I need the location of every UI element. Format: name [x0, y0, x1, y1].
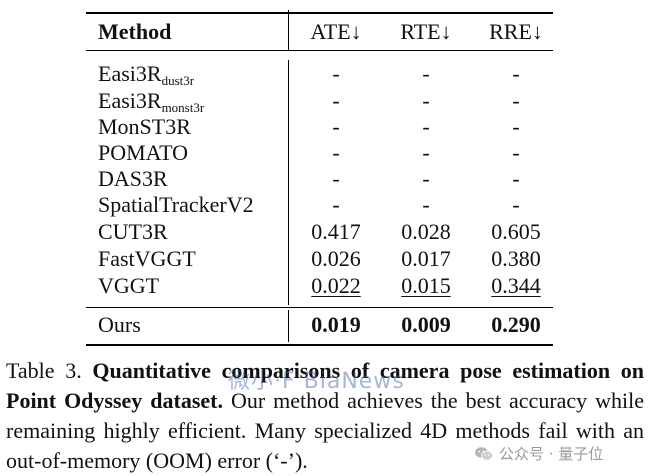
caption-bold-text: Quantitative comparisons of camera pose … — [6, 358, 645, 413]
rte-cell: 0.028 — [401, 219, 451, 244]
method-cell: Easi3Rdust3r — [98, 61, 195, 88]
table-bottom-rule — [86, 344, 553, 346]
rre-cell: - — [512, 61, 520, 86]
table-row: Easi3Rdust3r - - - — [86, 60, 553, 87]
rte-cell: - — [422, 140, 430, 165]
rre-cell: - — [512, 114, 520, 139]
table-caption: Table 3. Quantitative comparisons of cam… — [6, 356, 644, 476]
table-row: Easi3Rmonst3r - - - — [86, 87, 553, 114]
rre-cell: - — [512, 166, 520, 191]
rre-cell: 0.290 — [491, 312, 541, 337]
method-cell: SpatialTrackerV2 — [98, 192, 254, 217]
table-header-rule — [86, 50, 553, 51]
ate-cell: - — [332, 166, 340, 191]
rte-cell: - — [422, 192, 430, 217]
table-row: FastVGGT 0.026 0.017 0.380 — [86, 245, 553, 272]
rre-cell: - — [512, 88, 520, 113]
rte-cell: - — [422, 114, 430, 139]
table-row: MonST3R - - - — [86, 113, 553, 140]
ate-cell: 0.417 — [311, 219, 361, 244]
table-header-row: Method ATE↓ RTE↓ RRE↓ — [86, 18, 553, 45]
rre-cell: 0.380 — [491, 246, 541, 271]
table-row: VGGT 0.022 0.015 0.344 — [86, 272, 553, 299]
rte-cell: - — [422, 61, 430, 86]
table-row-ours: Ours 0.019 0.009 0.290 — [86, 311, 553, 338]
ate-cell: - — [332, 140, 340, 165]
rte-cell: 0.017 — [401, 246, 451, 271]
method-cell: FastVGGT — [98, 246, 196, 271]
ate-cell: - — [332, 192, 340, 217]
ate-cell: - — [332, 88, 340, 113]
ate-cell: - — [332, 61, 340, 86]
table-mid-rule — [86, 307, 553, 308]
header-method: Method — [98, 19, 172, 44]
table-top-rule — [86, 12, 553, 14]
caption-label: Table 3. — [6, 358, 82, 383]
wechat-icon — [475, 446, 493, 460]
method-cell: MonST3R — [98, 114, 191, 139]
table-row: SpatialTrackerV2 - - - — [86, 191, 553, 218]
rte-cell: 0.015 — [401, 273, 451, 298]
rte-cell: 0.009 — [401, 312, 451, 337]
ate-cell: 0.019 — [311, 312, 361, 337]
rre-cell: - — [512, 140, 520, 165]
method-cell: DAS3R — [98, 166, 168, 191]
table-row: CUT3R 0.417 0.028 0.605 — [86, 218, 553, 245]
header-rte: RTE↓ — [400, 19, 452, 44]
ate-cell: 0.022 — [311, 273, 361, 298]
method-cell: Easi3Rmonst3r — [98, 88, 205, 115]
method-cell: VGGT — [98, 273, 160, 298]
ate-cell: - — [332, 114, 340, 139]
rre-cell: 0.605 — [491, 219, 541, 244]
ate-cell: 0.026 — [311, 246, 361, 271]
table-row: POMATO - - - — [86, 139, 553, 166]
table-row: DAS3R - - - — [86, 165, 553, 192]
rre-cell: - — [512, 192, 520, 217]
table-vertical-rule-ours — [288, 310, 289, 342]
method-cell: Ours — [98, 312, 141, 337]
brand-label: 公众号 · 量子位 — [499, 445, 604, 463]
method-cell: CUT3R — [98, 219, 168, 244]
rte-cell: - — [422, 88, 430, 113]
method-cell: POMATO — [98, 140, 189, 165]
header-ate: ATE↓ — [310, 19, 362, 44]
header-rre: RRE↓ — [489, 19, 543, 44]
table-vertical-rule-body — [288, 60, 289, 305]
watermark-brand: 公众号 · 量子位 — [472, 442, 606, 465]
rte-cell: - — [422, 166, 430, 191]
table-vertical-rule-top — [288, 10, 289, 50]
rre-cell: 0.344 — [491, 273, 541, 298]
caption-body-text: Our method achieves the best accuracy wh… — [6, 388, 645, 473]
